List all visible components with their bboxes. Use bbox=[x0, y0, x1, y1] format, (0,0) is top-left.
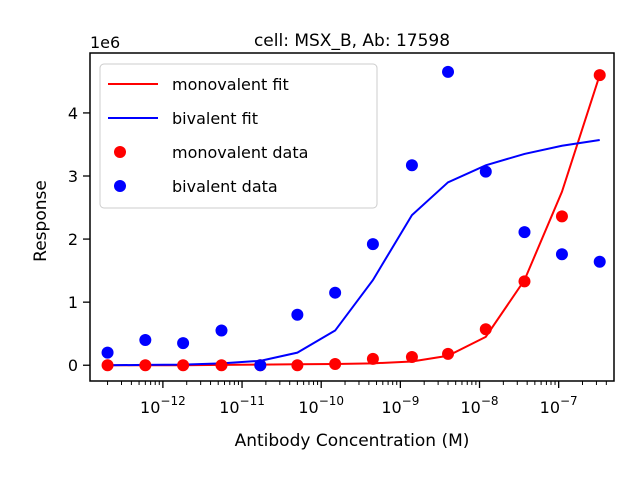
data-point-0-11 bbox=[518, 275, 531, 288]
data-point-1-11 bbox=[518, 226, 531, 239]
data-point-0-3 bbox=[215, 359, 228, 372]
legend-dot-swatch bbox=[114, 180, 126, 192]
x-tick-label: 10−11 bbox=[219, 394, 265, 417]
legend-label: bivalent fit bbox=[172, 109, 258, 128]
data-point-0-2 bbox=[177, 359, 190, 372]
data-point-1-5 bbox=[291, 308, 304, 321]
x-tick-label: 10−8 bbox=[460, 394, 498, 417]
legend-frame bbox=[99, 63, 378, 209]
y-tick-label: 2 bbox=[68, 230, 78, 249]
chart-title: cell: MSX_B, Ab: 17598 bbox=[254, 31, 450, 51]
data-point-1-4 bbox=[254, 359, 267, 372]
data-point-1-6 bbox=[329, 286, 342, 299]
data-point-1-2 bbox=[177, 337, 190, 350]
data-point-0-5 bbox=[291, 359, 304, 372]
legend-label: bivalent data bbox=[172, 177, 278, 196]
data-point-0-7 bbox=[366, 352, 379, 365]
legend: monovalent fit bivalent fit monovalent dat… bbox=[99, 63, 378, 209]
data-point-1-13 bbox=[593, 255, 606, 268]
series-line-1 bbox=[107, 139, 600, 367]
x-tick-label: 10−9 bbox=[381, 394, 419, 417]
data-point-0-6 bbox=[329, 357, 342, 370]
legend-label: monovalent fit bbox=[172, 75, 289, 94]
data-point-0-1 bbox=[139, 359, 152, 372]
data-point-0-12 bbox=[555, 210, 568, 223]
x-tick-label: 10−7 bbox=[540, 394, 578, 417]
y-axis-label: Response bbox=[31, 180, 51, 262]
x-axis: 10−12 10−11 10−10 10−9 10−8 10−7 bbox=[107, 381, 607, 417]
data-point-1-8 bbox=[405, 159, 418, 172]
plot-frame bbox=[89, 52, 615, 382]
legend-label: monovalent data bbox=[172, 143, 308, 162]
legend-dot-swatch bbox=[114, 146, 126, 158]
plot-area bbox=[101, 65, 606, 372]
data-point-1-0 bbox=[101, 346, 114, 359]
y-tick-label: 3 bbox=[68, 167, 78, 186]
data-point-0-9 bbox=[442, 347, 455, 360]
data-point-0-0 bbox=[101, 359, 114, 372]
data-point-1-1 bbox=[139, 334, 152, 346]
y-tick-label: 4 bbox=[68, 104, 78, 123]
data-point-1-12 bbox=[555, 248, 568, 261]
data-point-0-10 bbox=[479, 323, 492, 336]
x-axis-label: Antibody Concentration (M) bbox=[235, 431, 470, 451]
data-point-0-13 bbox=[593, 69, 606, 82]
data-point-1-7 bbox=[366, 238, 379, 251]
data-point-1-9 bbox=[442, 65, 455, 78]
y-axis: 0 1 2 3 4 bbox=[68, 104, 90, 375]
data-point-1-3 bbox=[215, 324, 228, 337]
data-point-0-8 bbox=[405, 351, 418, 364]
y-tick-label: 1 bbox=[68, 293, 78, 312]
x-tick-label: 10−10 bbox=[298, 394, 344, 417]
x-tick-label: 10−12 bbox=[140, 394, 186, 417]
y-offset-label: 1e6 bbox=[90, 33, 120, 52]
y-tick-label: 0 bbox=[68, 356, 78, 375]
data-point-1-10 bbox=[479, 165, 492, 178]
